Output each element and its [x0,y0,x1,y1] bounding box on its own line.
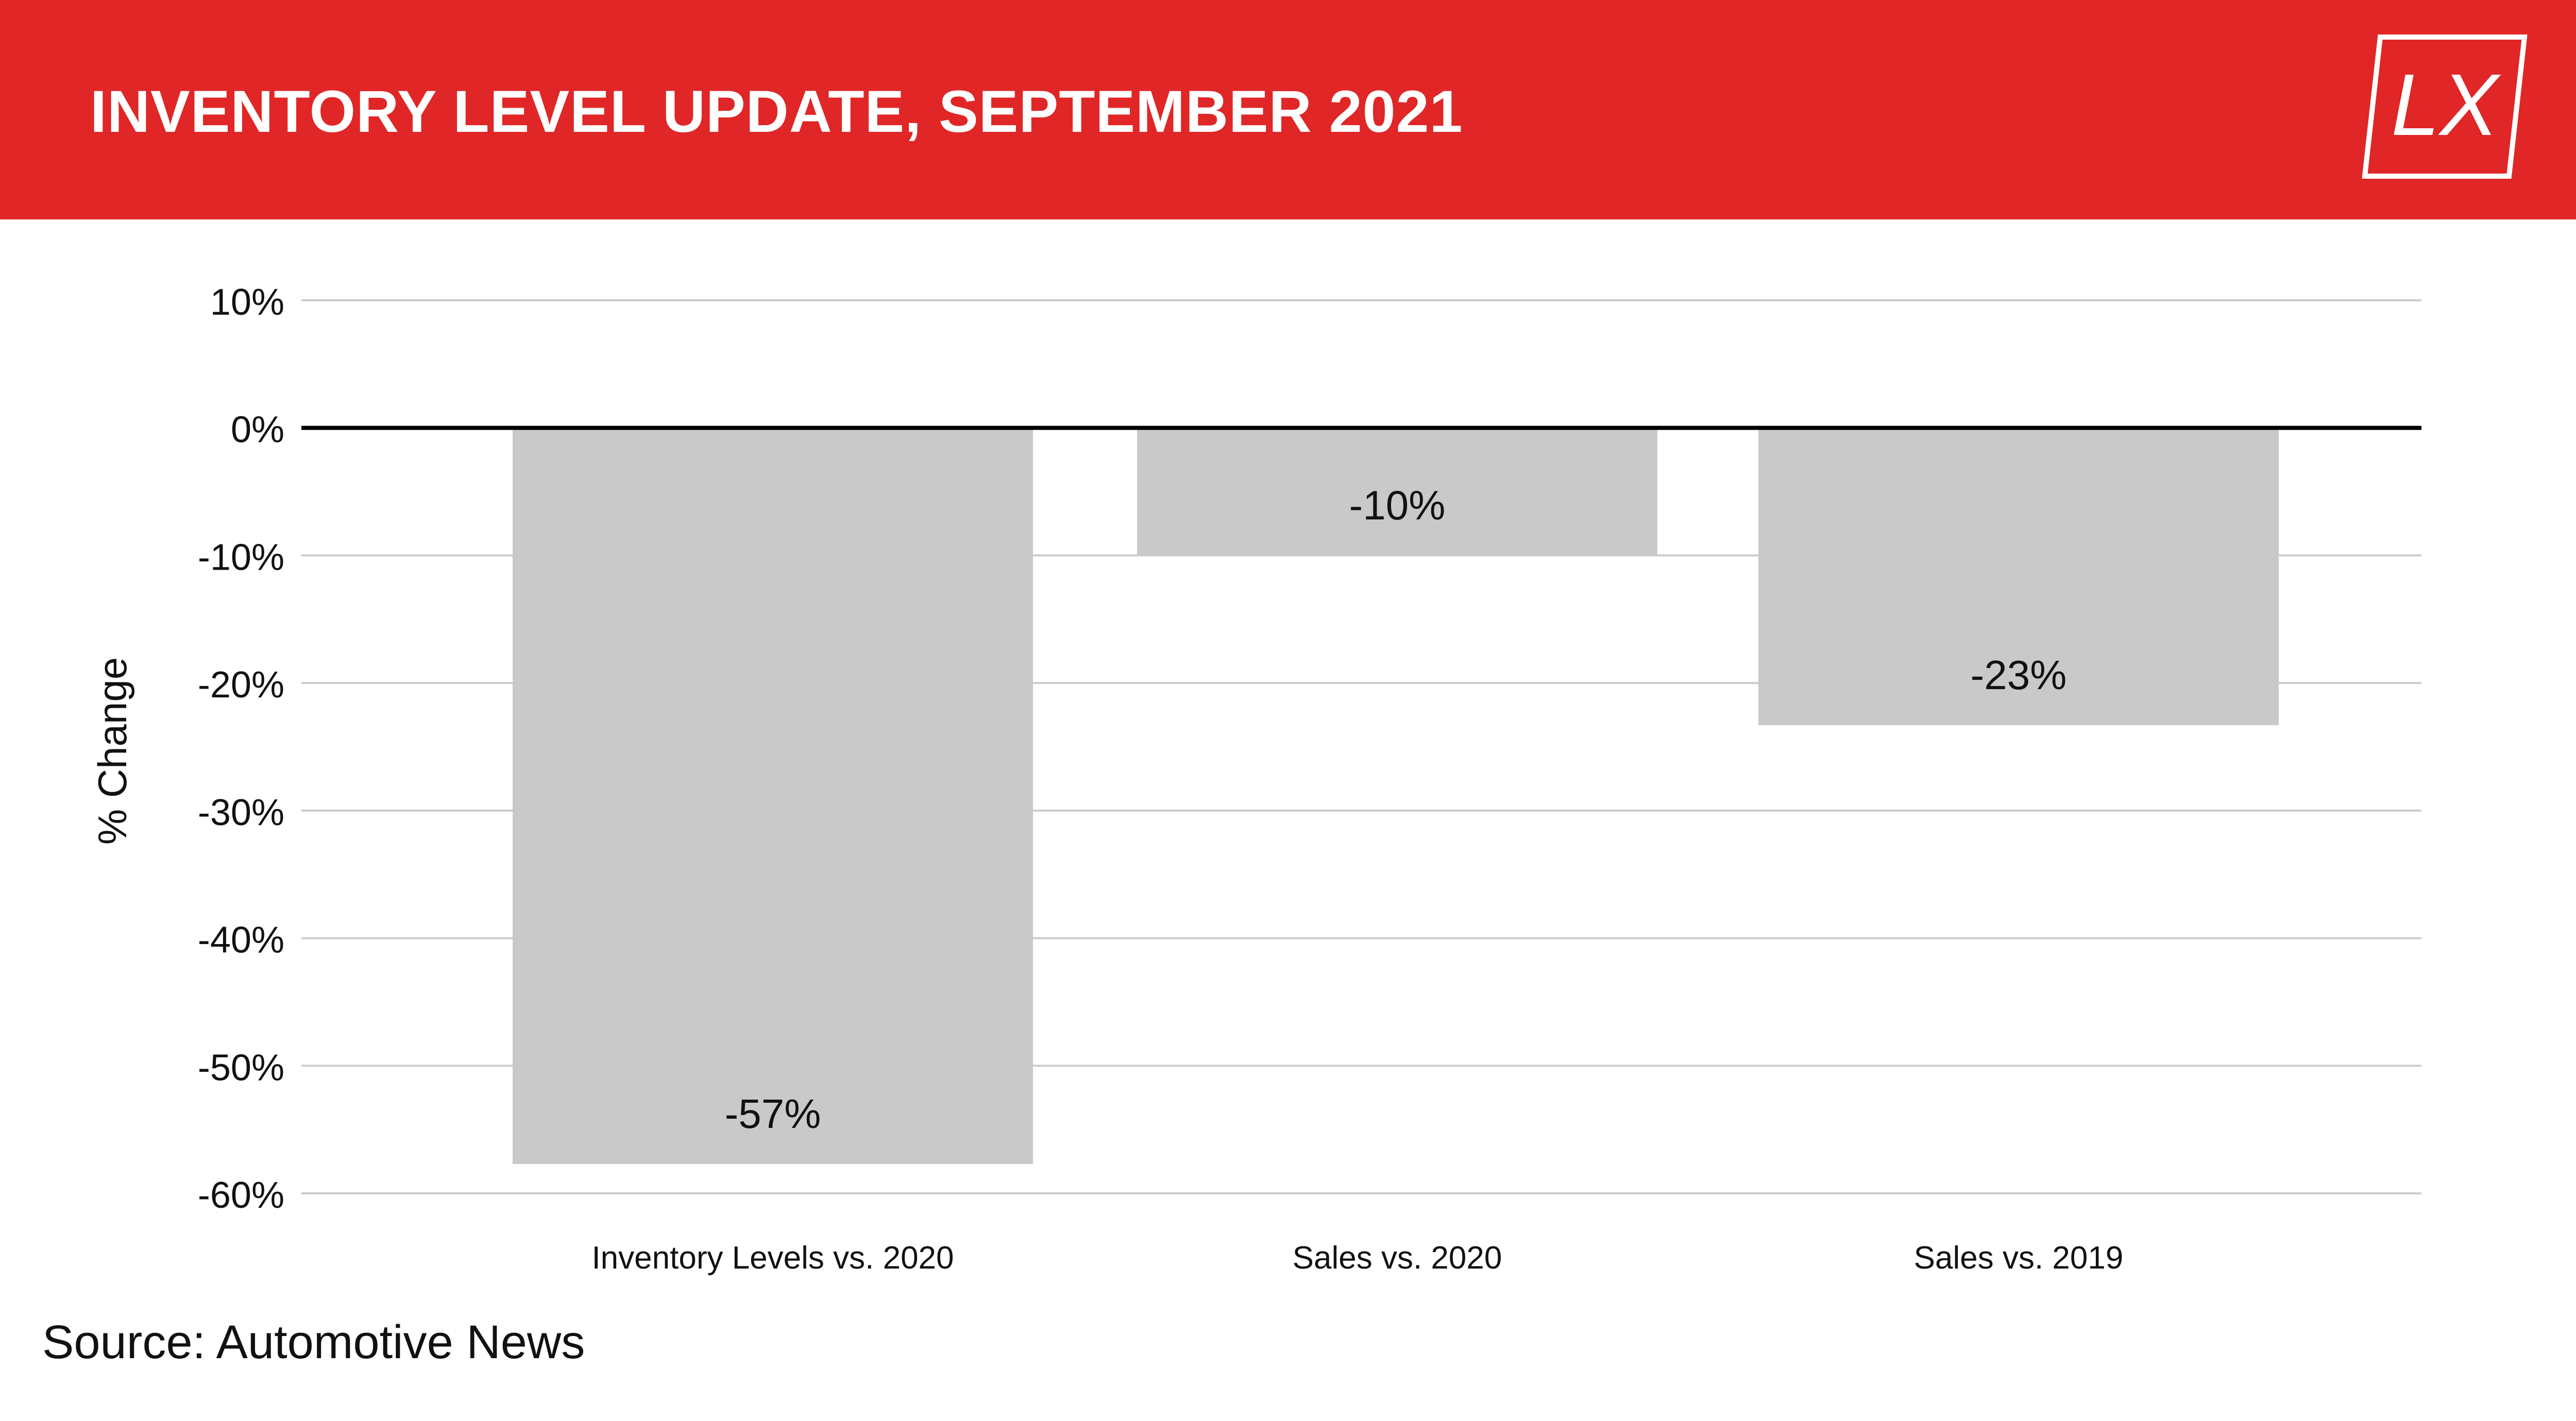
chart-title: INVENTORY LEVEL UPDATE, SEPTEMBER 2021 [90,79,1463,145]
data-label: -10% [1349,482,1446,528]
logo-frame [2362,35,2528,179]
y-tick-label: 0% [231,409,284,451]
y-tick-label: -20% [198,664,284,706]
x-tick-label: Inventory Levels vs. 2020 [591,1240,954,1276]
y-tick-label: -40% [198,920,284,961]
x-tick-label: Sales vs. 2020 [1293,1240,1502,1276]
header-banner: INVENTORY LEVEL UPDATE, SEPTEMBER 2021 L… [0,0,2576,219]
y-tick-label: -60% [198,1175,284,1216]
data-label: -57% [725,1091,821,1137]
y-tick-label: -50% [198,1047,284,1088]
bar [513,427,1033,1165]
source-note: Source: Automotive News [42,1316,585,1368]
y-axis-label: % Change [90,657,135,845]
lx-logo: LX [2362,35,2528,179]
y-tick-label: -30% [198,792,284,833]
bars [513,427,2279,1165]
x-tick-label: Sales vs. 2019 [1914,1240,2124,1276]
data-labels: -57% -10% -23% [725,482,2067,1137]
bar [1137,427,1657,556]
data-label: -23% [1971,652,2067,698]
x-tick-labels: Inventory Levels vs. 2020 Sales vs. 2020 S… [591,1240,2123,1276]
y-tick-labels: 10% 0% -10% -20% -30% -40% -50% -60% [198,282,284,1216]
y-tick-label: -10% [198,537,284,578]
bar [1758,427,2279,725]
y-tick-label: 10% [210,282,284,323]
logo-text: LX [2391,56,2501,154]
